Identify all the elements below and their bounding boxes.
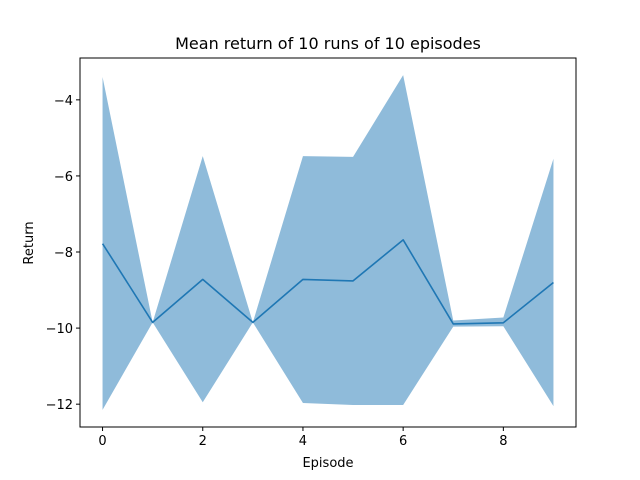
y-tick-label: −8 — [54, 246, 73, 261]
x-tick-label: 0 — [98, 434, 106, 449]
plot-area — [101, 75, 554, 410]
x-axis-label: Episode — [302, 456, 353, 471]
series-0-line — [101, 239, 554, 325]
plot-frame — [79, 57, 577, 428]
x-tick-label: 2 — [199, 434, 207, 449]
y-tick-label: −6 — [54, 170, 73, 185]
x-tick-label: 8 — [499, 434, 507, 449]
x-tick-label: 4 — [299, 434, 307, 449]
chart-title: Mean return of 10 runs of 10 episodes — [175, 34, 481, 53]
y-tick-label: −4 — [54, 94, 73, 109]
y-tick-label: −10 — [46, 322, 73, 337]
y-axis-label: Return — [22, 221, 37, 264]
x-tick-label: 6 — [399, 434, 407, 449]
axis-ticks: 0 2 4 6 8 −4 −6 −8 −10 −12 — [46, 94, 508, 449]
y-tick-label: −12 — [46, 398, 73, 413]
series-0-band — [102, 75, 554, 410]
